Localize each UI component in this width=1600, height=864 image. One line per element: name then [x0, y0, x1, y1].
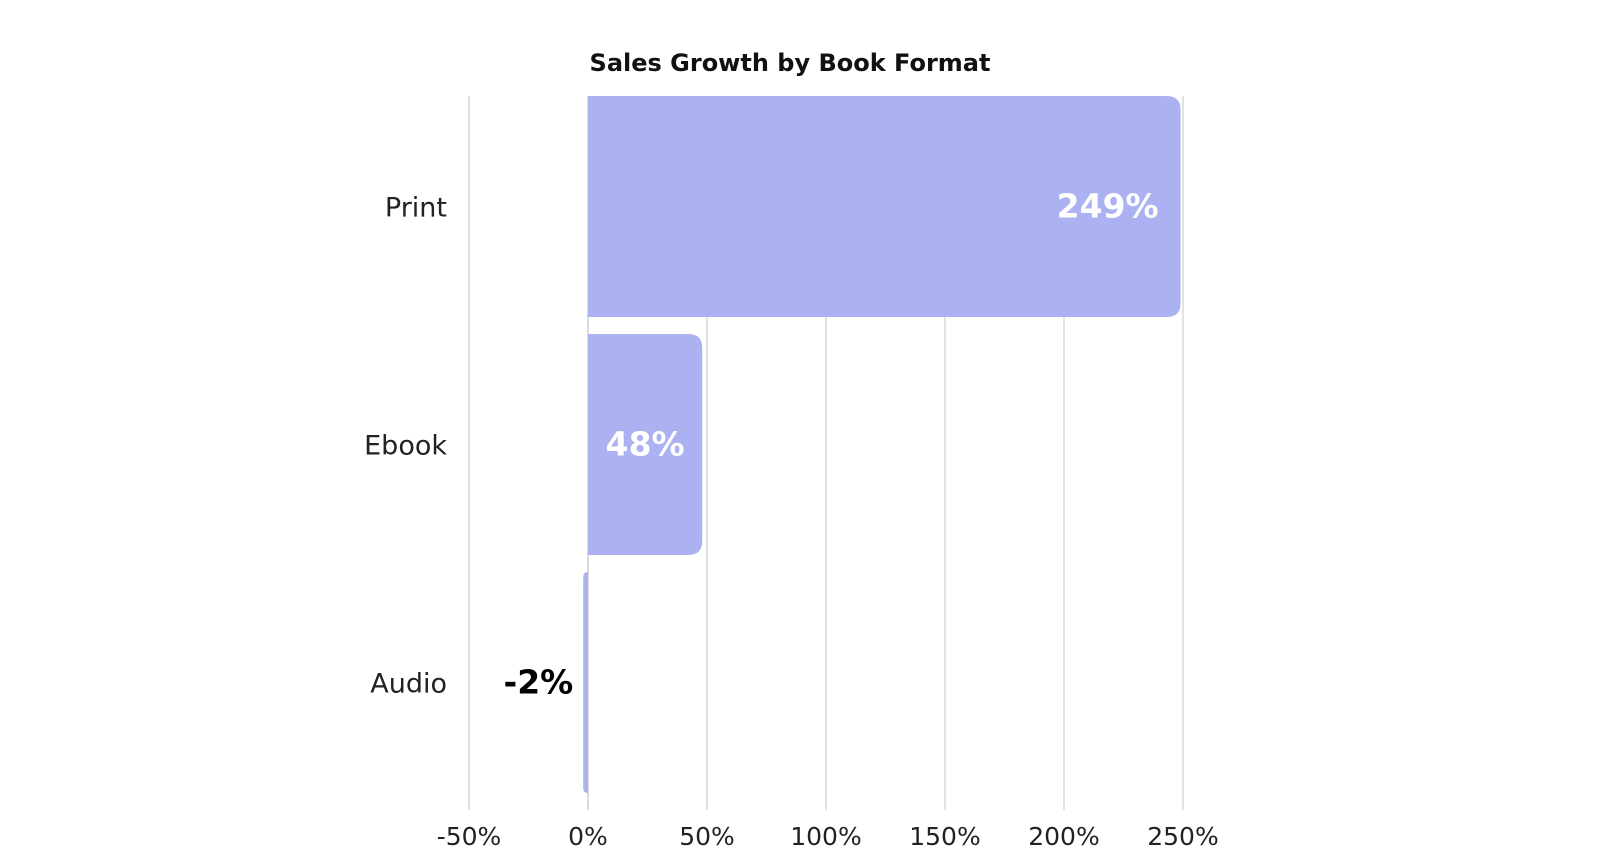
label-layer: -50% 0% 50% 100% 150% 200% 250% Print 249% Ebook 4…	[364, 187, 1219, 852]
x-tick-label: 150%	[909, 822, 980, 851]
x-tick-label: 100%	[790, 822, 861, 851]
x-tick-label: 200%	[1028, 822, 1099, 851]
data-label-print: 249%	[1057, 187, 1159, 226]
bar-layer	[583, 96, 1181, 793]
bar-print	[588, 96, 1181, 317]
bar-ebook	[588, 334, 703, 555]
x-tick-label: 0%	[568, 822, 608, 851]
data-label-audio: -2%	[504, 663, 574, 702]
x-tick-label: 250%	[1147, 822, 1218, 851]
x-tick-label: 50%	[679, 822, 735, 851]
category-label-audio: Audio	[370, 669, 447, 700]
bar-audio	[583, 572, 588, 793]
chart-title: Sales Growth by Book Format	[590, 49, 991, 77]
x-tick-label: -50%	[437, 822, 502, 851]
category-label-ebook: Ebook	[364, 431, 447, 462]
category-label-print: Print	[385, 193, 447, 224]
data-label-ebook: 48%	[606, 425, 685, 464]
